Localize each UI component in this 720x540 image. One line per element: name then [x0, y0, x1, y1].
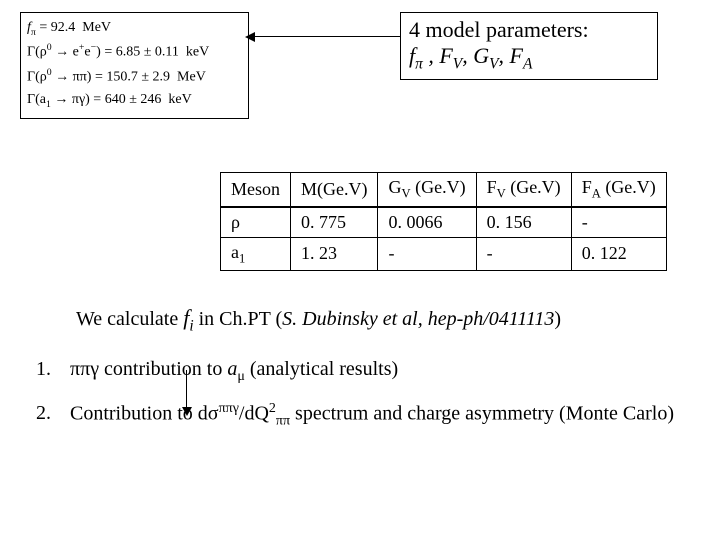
cell-mass: 0. 775 — [291, 207, 378, 238]
point-2: Contribution to dσππγ/dQ2ππ spectrum and… — [56, 401, 700, 430]
col-fa: FA (Ge.V) — [571, 173, 666, 207]
formula-gamma-pipi: Γ(ρ0 → ππ) = 150.7 ± 2.9 MeV — [27, 65, 242, 89]
param-box-line2: fπ , FV, GV, FA — [409, 43, 649, 73]
parameters-box: 4 model parameters: fπ , FV, GV, FA — [400, 12, 658, 80]
formula-box: fπ = 92.4 MeV Γ(ρ0 → e+e−) = 6.85 ± 0.11… — [20, 12, 249, 119]
arrow-left-icon — [245, 32, 400, 42]
cell-gv: - — [378, 237, 476, 271]
calc-mid: in Ch.PT ( — [199, 308, 283, 330]
cell-mass: 1. 23 — [291, 237, 378, 271]
param-box-line1: 4 model parameters: — [409, 17, 649, 43]
cell-meson: a1 — [221, 237, 291, 271]
col-meson: Meson — [221, 173, 291, 207]
meson-table: Meson M(Ge.V) GV (Ge.V) FV (Ge.V) FA (Ge… — [220, 172, 667, 271]
cell-fv: - — [476, 237, 571, 271]
formula-gamma-a1: Γ(a1 → πγ) = 640 ± 246 keV — [27, 89, 242, 112]
cell-fv: 0. 156 — [476, 207, 571, 238]
point-1: ππγ contribution to aμ (analytical resul… — [56, 358, 700, 385]
col-gv: GV (Ge.V) — [378, 173, 476, 207]
cell-fa: - — [571, 207, 666, 238]
calc-fi: fi — [183, 305, 193, 330]
points-list: ππγ contribution to aμ (analytical resul… — [30, 358, 700, 430]
cell-meson: ρ — [221, 207, 291, 238]
calc-ref: S. Dubinsky et al, hep-ph/0411113 — [282, 308, 554, 330]
table-header-row: Meson M(Ge.V) GV (Ge.V) FV (Ge.V) FA (Ge… — [221, 173, 667, 207]
table-row: a1 1. 23 - - 0. 122 — [221, 237, 667, 271]
calc-line: We calculate fi in Ch.PT (S. Dubinsky et… — [76, 305, 700, 335]
col-fv: FV (Ge.V) — [476, 173, 571, 207]
table-row: ρ 0. 775 0. 0066 0. 156 - — [221, 207, 667, 238]
top-row: fπ = 92.4 MeV Γ(ρ0 → e+e−) = 6.85 ± 0.11… — [20, 12, 700, 142]
cell-gv: 0. 0066 — [378, 207, 476, 238]
calc-suffix: ) — [554, 308, 561, 330]
formula-gamma-ee: Γ(ρ0 → e+e−) = 6.85 ± 0.11 keV — [27, 40, 242, 64]
col-mass: M(Ge.V) — [291, 173, 378, 207]
calc-prefix: We calculate — [76, 308, 183, 330]
arrow-down-icon — [182, 370, 192, 416]
formula-fpi: fπ = 92.4 MeV — [27, 17, 242, 40]
cell-fa: 0. 122 — [571, 237, 666, 271]
